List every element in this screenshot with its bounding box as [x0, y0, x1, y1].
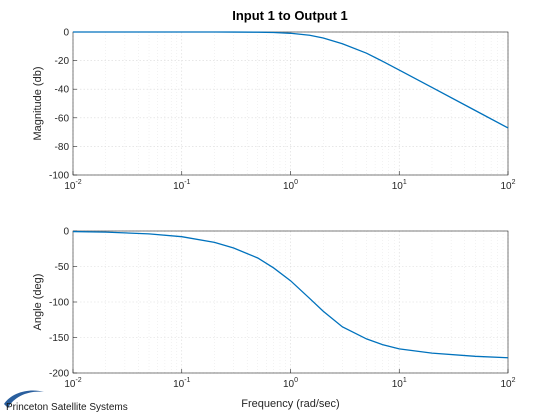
y-tick-label: 0 — [63, 28, 69, 39]
y-axis-label: Angle (deg) — [32, 274, 44, 331]
y-tick-label: -60 — [55, 113, 70, 124]
y-axis-label: Magnitude (db) — [32, 67, 44, 141]
y-tick-label: -40 — [55, 85, 70, 96]
swoosh-logo-icon — [4, 390, 44, 408]
series-line — [73, 31, 509, 129]
y-tick-label: -100 — [49, 298, 69, 309]
y-tick-label: -80 — [55, 142, 70, 153]
x-tick-label: 100 — [283, 179, 298, 192]
x-tick-label: 10-2 — [64, 377, 81, 390]
x-tick-label: 101 — [392, 179, 407, 192]
x-tick-label: 102 — [500, 179, 515, 192]
branding: Princeton Satellite Systems — [4, 390, 128, 413]
x-tick-label: 101 — [392, 377, 407, 390]
x-axis-label: Frequency (rad/sec) — [241, 398, 339, 410]
company-name: Princeton Satellite Systems — [6, 402, 128, 413]
y-tick-label: 0 — [63, 227, 69, 238]
series-line — [72, 230, 509, 359]
chart-title: Input 1 to Output 1 — [232, 8, 348, 23]
y-tick-label: -200 — [49, 369, 69, 380]
x-tick-label: 100 — [283, 377, 298, 390]
x-tick-label: 10-1 — [173, 179, 190, 192]
x-tick-label: 102 — [500, 377, 515, 390]
x-tick-label: 10-2 — [64, 179, 81, 192]
y-tick-label: -100 — [49, 171, 69, 182]
x-tick-label: 10-1 — [173, 377, 190, 390]
y-tick-label: -150 — [49, 333, 69, 344]
y-tick-label: -20 — [55, 56, 70, 67]
y-tick-label: -50 — [55, 262, 70, 273]
